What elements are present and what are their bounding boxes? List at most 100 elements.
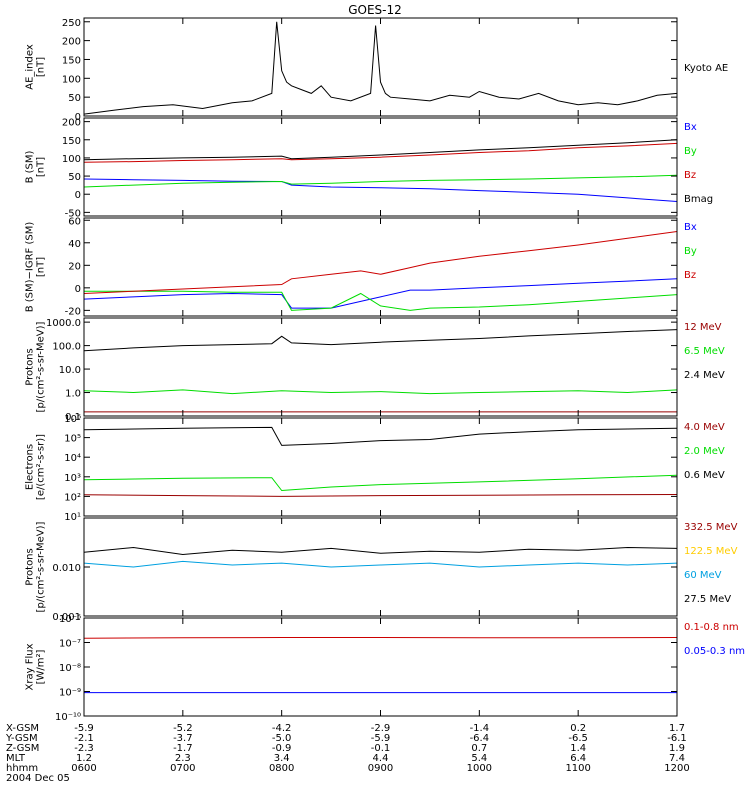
ylabel: B (SM) [nT] bbox=[25, 150, 47, 183]
ytick-label: 100 bbox=[62, 74, 81, 85]
series-protons1-2 bbox=[83, 329, 678, 352]
ytick-label: 200 bbox=[62, 118, 81, 129]
ytick-label: 0 bbox=[75, 112, 81, 123]
xrow-value: -0.9 bbox=[272, 743, 292, 754]
ylabel-line: [p/(cm²-s-sr-MeV)] bbox=[36, 521, 47, 612]
ytick-label: 1.0 bbox=[65, 389, 81, 400]
series-protons1-1 bbox=[83, 389, 678, 395]
xrow-value: 1000 bbox=[467, 763, 492, 774]
legend-entry: 0.05-0.3 nm bbox=[684, 646, 745, 657]
xrow-value: 7.4 bbox=[669, 753, 685, 764]
xrow-value: 2.3 bbox=[175, 753, 191, 764]
series-bsm-0 bbox=[83, 178, 678, 202]
xrow-value: -1.7 bbox=[173, 743, 193, 754]
panel-bigrf: -20 0 20 40 60 B (SM)−IGRF (SM) [nT] Bx By Bz bbox=[25, 216, 697, 317]
xrow-value: -5.9 bbox=[74, 723, 94, 734]
xrow-value: 0.2 bbox=[570, 723, 586, 734]
panel-electrons: 10¹ 10² 10³ 10⁴ 10⁵ 10⁶ Electrons [e/(cm²-s-sr)… bbox=[25, 414, 725, 523]
ytick-label: 0 bbox=[75, 284, 81, 295]
series-electrons-0 bbox=[83, 494, 678, 497]
ytick-label: 150 bbox=[62, 55, 81, 66]
ylabel-line: [e/(cm²-s-sr)] bbox=[36, 434, 47, 500]
series-xray-0 bbox=[83, 637, 678, 639]
xrow-value: 0700 bbox=[170, 763, 195, 774]
xrow-value: -2.1 bbox=[74, 733, 94, 744]
ytick-label: 20 bbox=[68, 261, 81, 272]
panel-frame bbox=[83, 617, 678, 717]
ytick-label: 1000.0 bbox=[46, 318, 81, 329]
xrow-value: -6.1 bbox=[667, 733, 687, 744]
xrow-value: 1.2 bbox=[76, 753, 92, 764]
series-protons2-0 bbox=[83, 546, 678, 556]
ylabel-line: Protons bbox=[25, 548, 36, 585]
xrow-value: 0.7 bbox=[471, 743, 487, 754]
ytick-label: 10⁻¹⁰ bbox=[55, 712, 81, 723]
ylabel-line: Protons bbox=[25, 348, 36, 385]
ytick-label: 10⁻⁶ bbox=[59, 614, 81, 625]
series-bigrf-1 bbox=[84, 290, 678, 311]
ytick-label: 10⁶ bbox=[64, 414, 81, 425]
legend-entry: 0.6 MeV bbox=[684, 470, 725, 481]
legend-entry: 12 MeV bbox=[684, 322, 722, 333]
xrow-value: -5.2 bbox=[173, 723, 193, 734]
ylabel-line: [p/(cm²-s-sr-MeV)] bbox=[36, 321, 47, 412]
panel-xray: 10⁻¹⁰ 10⁻⁹ 10⁻⁸ 10⁻⁷ 10⁻⁶ Xray Flux [W/m²] 0.1-… bbox=[25, 614, 746, 723]
ylabel: Xray Flux [W/m²] bbox=[25, 643, 47, 690]
legend-entry: By bbox=[684, 246, 697, 257]
ytick-label: 10² bbox=[64, 492, 81, 503]
ytick-label: 40 bbox=[68, 239, 81, 250]
xrow-value: 0900 bbox=[368, 763, 393, 774]
xrow-value: -6.5 bbox=[568, 733, 588, 744]
panel-frame bbox=[83, 117, 678, 217]
ylabel-line: B (SM) bbox=[25, 150, 36, 183]
ytick-label: 10⁵ bbox=[64, 434, 81, 445]
legend-entry: 122.5 MeV bbox=[684, 546, 738, 557]
legend-entry: 2.4 MeV bbox=[684, 370, 725, 381]
xrow-label: Z-GSM bbox=[6, 743, 39, 754]
ytick-label: 50 bbox=[68, 93, 81, 104]
xrow-value: -1.4 bbox=[470, 723, 490, 734]
panel-frame bbox=[83, 17, 678, 117]
legend-entry: Bx bbox=[684, 122, 697, 133]
legend-entry: 0.1-0.8 nm bbox=[684, 622, 739, 633]
series-electrons-1 bbox=[83, 474, 678, 492]
xrow-value: 1200 bbox=[664, 763, 689, 774]
ytick-label: 10⁻⁷ bbox=[59, 639, 81, 650]
legend-entry: 4.0 MeV bbox=[684, 422, 725, 433]
xrow-value: -2.3 bbox=[74, 743, 94, 754]
legend-entry: Bz bbox=[684, 170, 696, 181]
ytick-label: 50 bbox=[68, 172, 81, 183]
legend-entry: 60 MeV bbox=[684, 570, 722, 581]
xrow-label: X-GSM bbox=[6, 723, 39, 734]
panel-frame bbox=[83, 417, 678, 517]
ytick-label: 150 bbox=[62, 136, 81, 147]
chart-title: GOES-12 bbox=[348, 3, 402, 17]
xrow-value: 0800 bbox=[269, 763, 294, 774]
legend-entry: 27.5 MeV bbox=[684, 594, 731, 605]
ytick-label: 10³ bbox=[64, 473, 81, 484]
legend-entry: 2.0 MeV bbox=[684, 446, 725, 457]
series-bsm-2 bbox=[83, 142, 678, 163]
series-bigrf-0 bbox=[83, 278, 678, 309]
xrow-label: hhmm bbox=[6, 763, 38, 774]
ytick-label: 0 bbox=[75, 190, 81, 201]
xrow-value: 5.4 bbox=[471, 753, 487, 764]
ylabel-line: [nT] bbox=[36, 257, 47, 277]
xrow-value: 0600 bbox=[71, 763, 96, 774]
xrow-value: 1.4 bbox=[570, 743, 586, 754]
panel-ae: 0 50 100 150 200 250 AE_index [nT] Kyoto AE bbox=[25, 17, 728, 123]
ylabel: Electrons [e/(cm²-s-sr)] bbox=[25, 434, 47, 500]
xrow-value: -6.4 bbox=[470, 733, 490, 744]
ylabel-line: AE_index bbox=[25, 44, 36, 90]
ytick-label: 10⁻⁹ bbox=[59, 688, 81, 699]
series-ae-0 bbox=[83, 21, 678, 115]
ylabel-line: [nT] bbox=[36, 57, 47, 77]
ylabel: Protons [p/(cm²-s-sr-MeV)] bbox=[25, 521, 47, 612]
ylabel: AE_index [nT] bbox=[25, 44, 47, 90]
xrow-value: 4.4 bbox=[373, 753, 389, 764]
xrow-label: MLT bbox=[6, 753, 26, 764]
legend-entry: Bx bbox=[684, 222, 697, 233]
ylabel-line: Xray Flux bbox=[25, 643, 36, 690]
ytick-label: 100 bbox=[62, 154, 81, 165]
